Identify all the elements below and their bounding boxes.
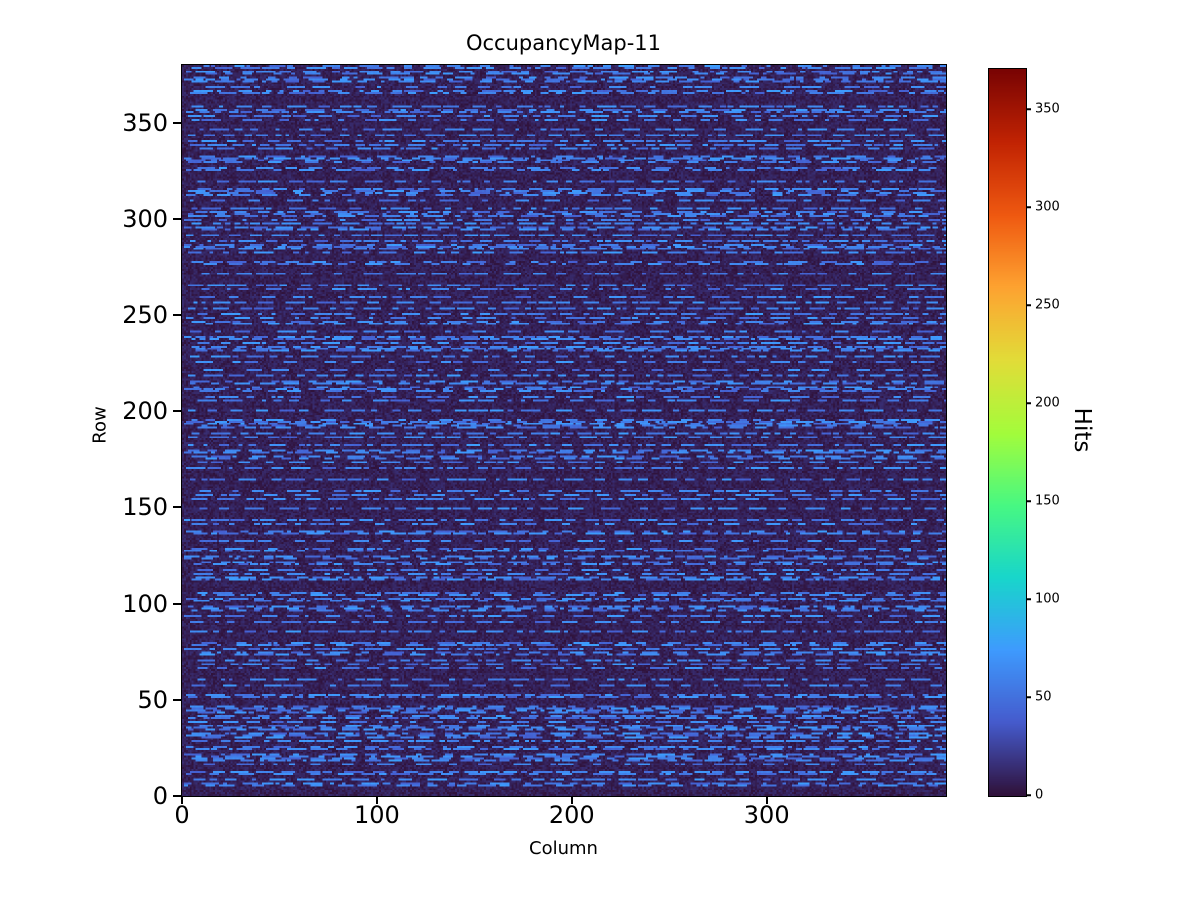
colorbar-tick-mark [1026, 108, 1031, 110]
y-tick-mark [173, 506, 181, 509]
x-tick-mark [375, 796, 378, 804]
colorbar-tick-label: 200 [1035, 395, 1060, 411]
colorbar-label: Hits [1069, 407, 1095, 453]
y-tick-mark [173, 698, 181, 701]
colorbar-tick-mark [1026, 500, 1031, 502]
x-tick-label: 300 [743, 801, 790, 829]
x-tick-label: 100 [353, 801, 400, 829]
colorbar-tick-label: 150 [1035, 493, 1060, 509]
y-tick-mark [173, 410, 181, 413]
plot-border [181, 64, 947, 797]
colorbar [988, 68, 1027, 797]
x-tick-mark [570, 796, 573, 804]
colorbar-tick-mark [1026, 304, 1031, 306]
colorbar-tick-label: 300 [1035, 199, 1060, 215]
y-tick-label: 50 [137, 685, 168, 714]
colorbar-tick-mark [1026, 794, 1031, 796]
colorbar-tick-mark [1026, 598, 1031, 600]
y-tick-label: 100 [122, 589, 168, 618]
heatmap-canvas [182, 65, 946, 796]
x-tick-mark [181, 796, 183, 804]
colorbar-tick-label: 250 [1035, 297, 1060, 313]
y-tick-label: 350 [122, 108, 168, 137]
colorbar-tick-mark [1026, 402, 1031, 404]
colorbar-tick-label: 0 [1035, 787, 1044, 803]
y-tick-label: 150 [122, 493, 168, 522]
x-tick-label: 200 [548, 801, 595, 829]
x-tick-mark [765, 796, 768, 804]
colorbar-tick-label: 50 [1035, 689, 1052, 705]
plot-title: OccupancyMap-11 [465, 31, 662, 55]
colorbar-tick-label: 100 [1035, 591, 1060, 607]
y-tick-label: 300 [122, 204, 168, 233]
y-tick-mark [173, 795, 181, 797]
colorbar-tick-mark [1026, 206, 1031, 208]
colorbar-tick-label: 350 [1035, 101, 1060, 117]
y-tick-mark [173, 121, 181, 124]
colorbar-tick-mark [1026, 696, 1031, 698]
y-tick-label: 0 [152, 782, 168, 810]
y-tick-mark [173, 602, 181, 605]
y-tick-mark [173, 217, 181, 220]
y-tick-mark [173, 314, 181, 317]
x-axis-label: Column [529, 838, 598, 859]
x-tick-label: 0 [174, 801, 190, 829]
colorbar-canvas [989, 69, 1026, 796]
y-tick-label: 200 [122, 397, 168, 426]
y-tick-label: 250 [122, 301, 168, 330]
